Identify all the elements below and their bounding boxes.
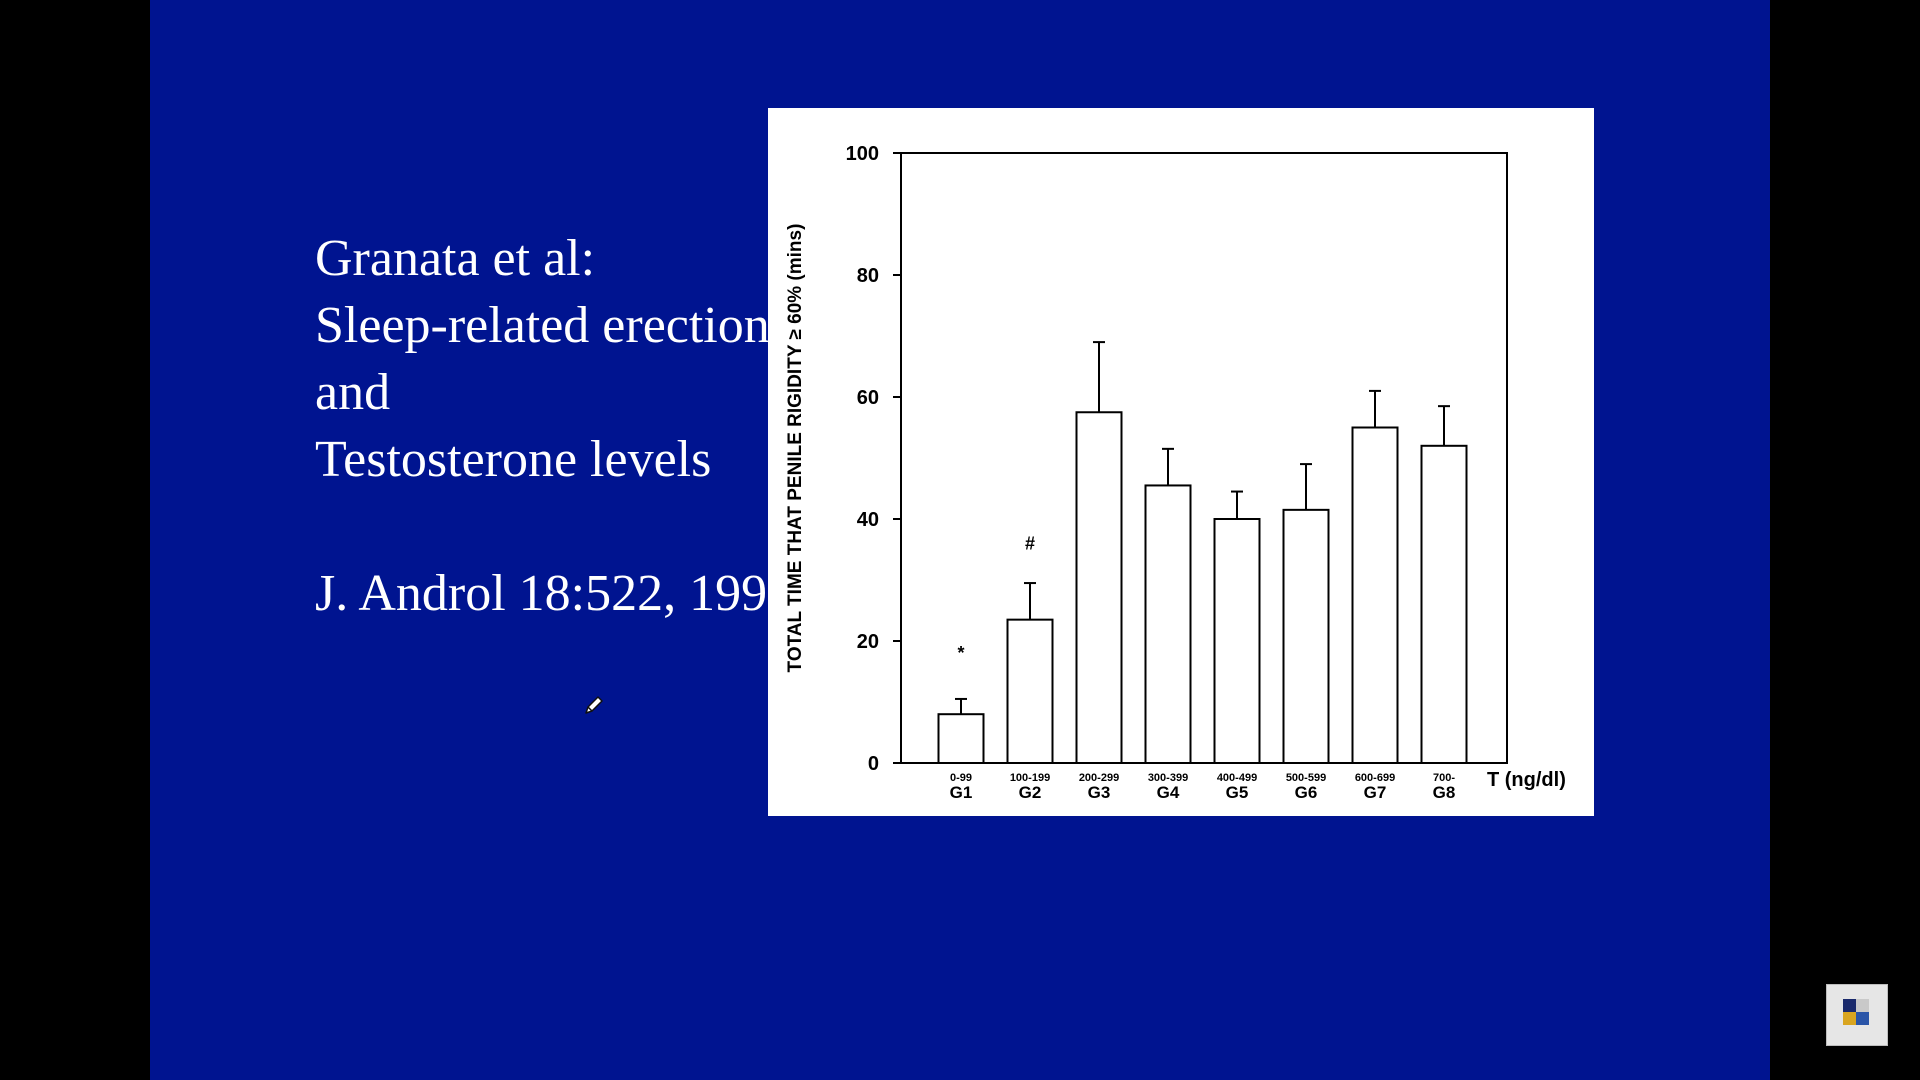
- bar: [1006, 618, 1054, 764]
- y-tick-label: 60: [857, 387, 879, 409]
- y-tick-label: 40: [857, 509, 879, 531]
- bar-chart: 0 20 40 60 80 100 TOTAL TIME THAT PENILE RIGID…: [785, 143, 1566, 802]
- x-tick-label-range: 200-299: [1079, 772, 1119, 784]
- bar: [1420, 444, 1468, 764]
- y-tick-label: 100: [846, 143, 879, 165]
- presentation-logo-icon[interactable]: [1826, 984, 1888, 1046]
- y-tick-label: 80: [857, 265, 879, 287]
- x-tick-label-range: 600-699: [1355, 772, 1395, 784]
- x-tick-label-group: G1: [950, 783, 973, 802]
- bar: [1213, 518, 1261, 764]
- pencil-cursor-icon: [582, 693, 606, 717]
- x-tick-label-group: G2: [1019, 783, 1042, 802]
- x-tick-label-range: 400-499: [1217, 772, 1257, 784]
- y-tick-label: 0: [868, 753, 879, 775]
- x-tick-label-range: 300-399: [1148, 772, 1188, 784]
- bar: [1282, 508, 1330, 764]
- bar: [1144, 484, 1192, 764]
- slide-title-line-3: and: [315, 364, 391, 421]
- x-tick-label-group: G7: [1364, 783, 1387, 802]
- x-tick-label-range: 500-599: [1286, 772, 1326, 784]
- x-tick-label-range: 100-199: [1010, 772, 1050, 784]
- plot-frame: [900, 152, 1508, 764]
- y-tick-label: 20: [857, 631, 879, 653]
- significance-marker: *: [957, 643, 964, 663]
- x-tick-label-group: G6: [1295, 783, 1318, 802]
- slide-title-line-2: Sleep-related erection: [315, 297, 770, 354]
- significance-marker: #: [1025, 533, 1035, 553]
- y-axis-title: TOTAL TIME THAT PENILE RIGIDITY ≥ 60% (m…: [785, 224, 806, 673]
- citation: J. Androl 18:522, 1997: [315, 565, 794, 622]
- bar: [937, 713, 985, 765]
- x-tick-label-range: 700-: [1433, 772, 1455, 784]
- x-axis-title: T (ng/dl): [1487, 769, 1566, 791]
- x-tick-label-group: G4: [1157, 783, 1180, 802]
- x-tick-label-range: 0-99: [950, 772, 972, 784]
- slide-text: Granata et al: Sleep-related erection an…: [315, 225, 793, 627]
- slide-title-line-4: Testosterone levels: [315, 431, 712, 488]
- bar: [1075, 411, 1123, 764]
- spacer: [315, 493, 793, 560]
- chart-figure: 0 20 40 60 80 100 TOTAL TIME THAT PENILE RIGID…: [768, 108, 1594, 816]
- slide-title-line-1: Granata et al:: [315, 230, 596, 287]
- x-tick-label-group: G3: [1088, 783, 1111, 802]
- bar: [1351, 426, 1399, 764]
- x-tick-label-group: G8: [1433, 783, 1456, 802]
- x-tick-label-group: G5: [1226, 783, 1249, 802]
